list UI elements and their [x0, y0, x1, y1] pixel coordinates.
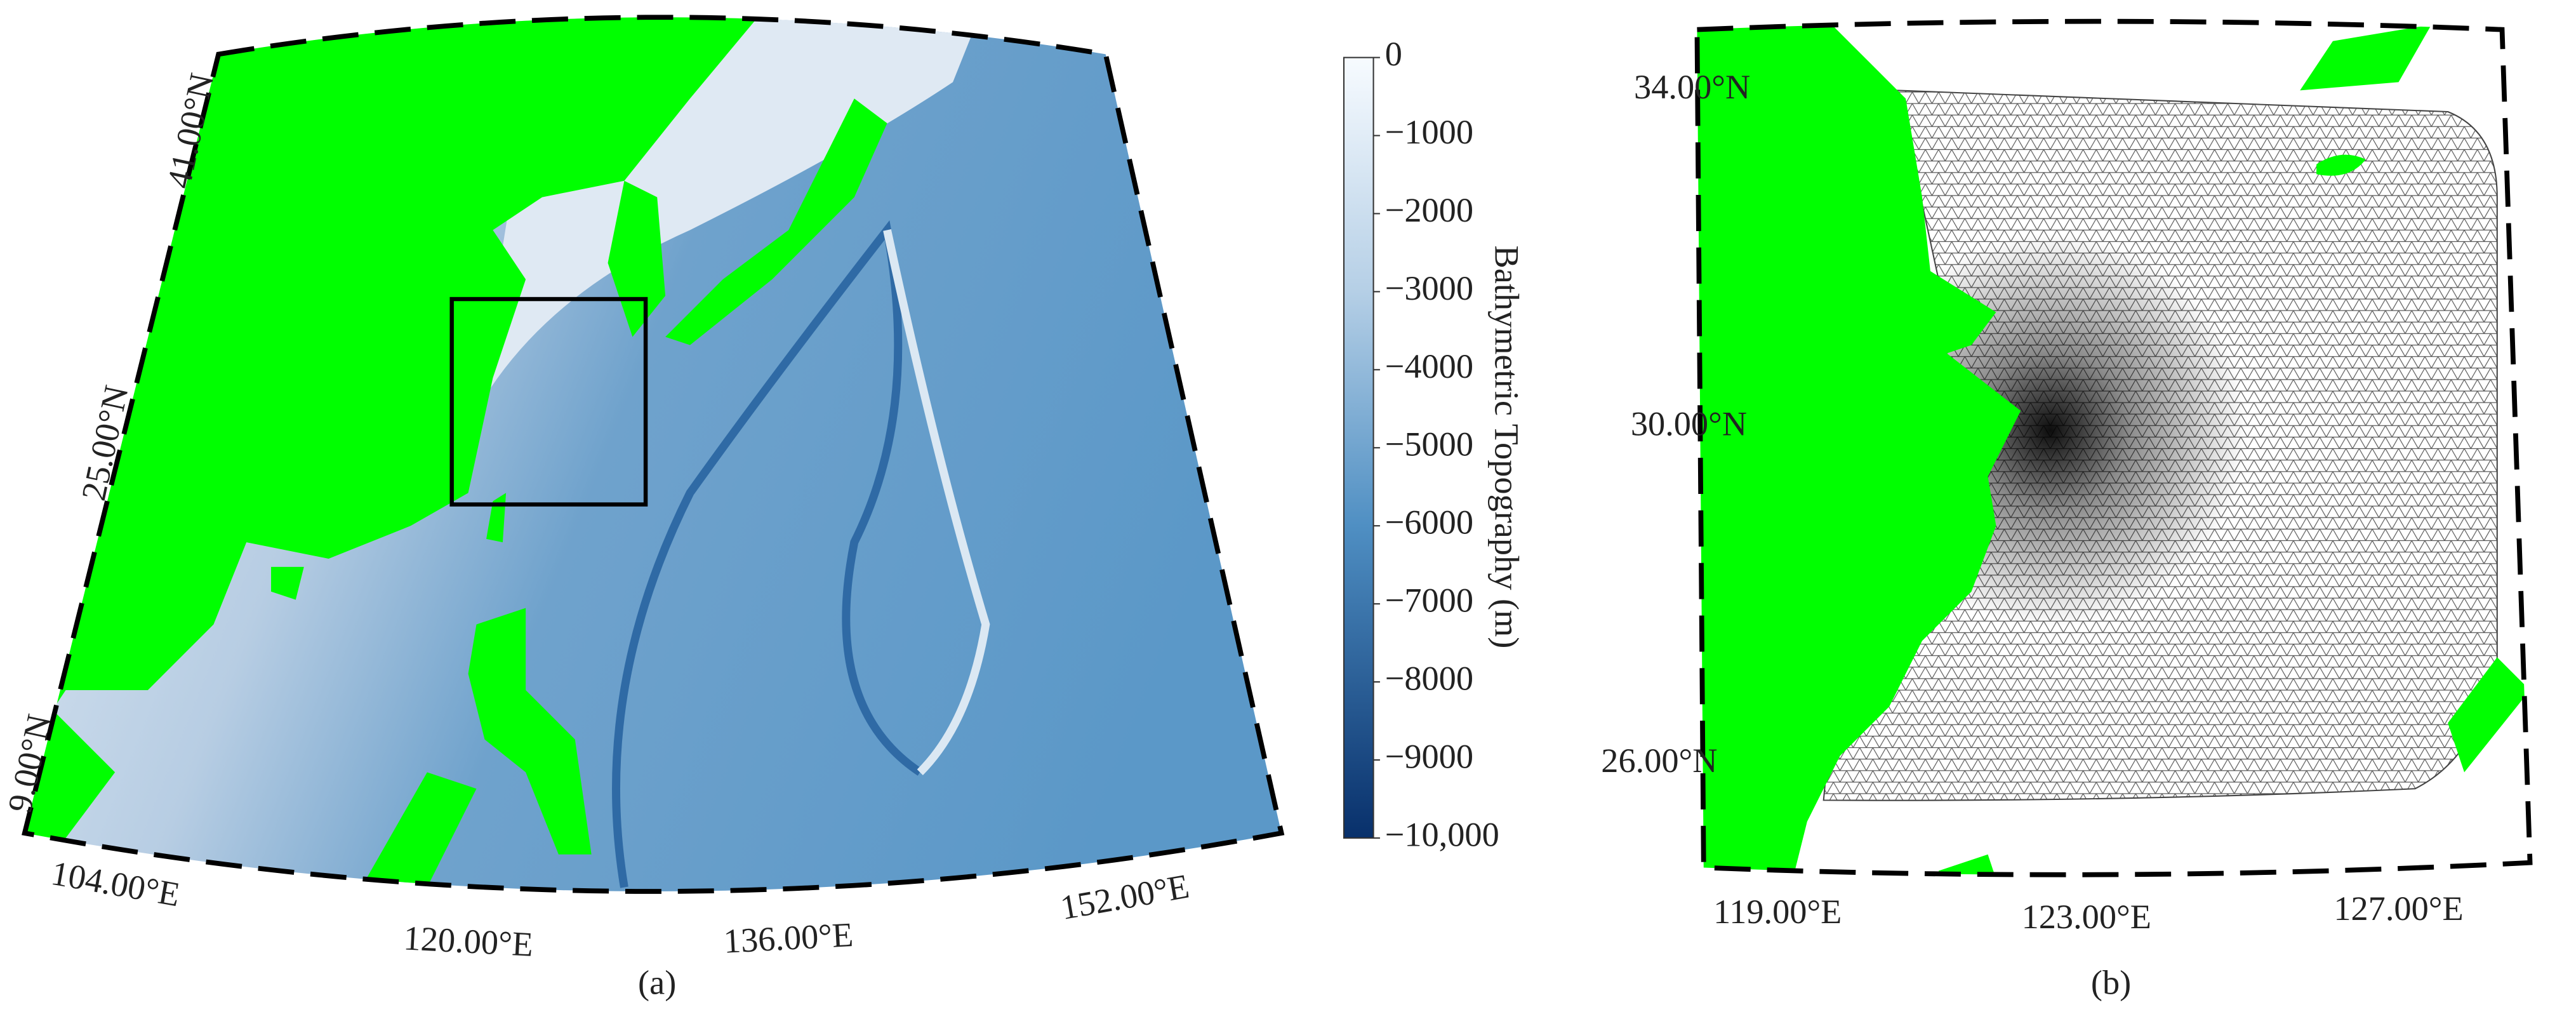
caption: (b)	[2091, 963, 2131, 1001]
lon-label: 127.00°E	[2334, 889, 2463, 928]
colorbar-tick-label: −9000	[1385, 737, 1473, 775]
lon-label: 123.00°E	[2022, 898, 2151, 936]
lon-label: 119.00°E	[1713, 893, 1842, 931]
colorbar-tick-label: 0	[1385, 35, 1402, 73]
lon-label: 136.00°E	[722, 916, 854, 961]
lon-label: 104.00°E	[48, 854, 183, 914]
colorbar-tick-label: −10,000	[1385, 815, 1499, 853]
lat-label: 34.00°N	[1634, 68, 1750, 106]
colorbar-tick-label: −7000	[1385, 582, 1473, 620]
caption: (a)	[638, 963, 676, 1001]
frame-b	[1694, 18, 2533, 877]
study-box	[449, 296, 648, 507]
colorbar-tick-label: −5000	[1385, 425, 1473, 463]
colorbar-tick-label: −6000	[1385, 503, 1473, 542]
frame-a	[22, 15, 1285, 894]
colorbar-label: Bathymetric Topography (m)	[1488, 246, 1526, 649]
lon-label: 152.00°E	[1058, 867, 1192, 928]
lat-label: 30.00°N	[1631, 404, 1747, 443]
colorbar-tick-label: −4000	[1385, 347, 1473, 385]
colorbar-tick-label: −1000	[1385, 113, 1473, 151]
colorbar-tick-label: −3000	[1385, 269, 1473, 307]
lat-label: 26.00°N	[1601, 742, 1717, 780]
colorbar-tick-label: −2000	[1385, 191, 1473, 229]
map-a	[24, 17, 1282, 892]
colorbar-tick-label: −8000	[1385, 660, 1473, 698]
lon-label: 120.00°E	[402, 919, 534, 964]
colorbar	[1343, 57, 1374, 839]
colorbar-ticks: 0 −1000 −2000 −3000 −4000 −5000 −6000 −7000 −800…	[1373, 35, 1499, 853]
map-b	[1697, 21, 2530, 875]
